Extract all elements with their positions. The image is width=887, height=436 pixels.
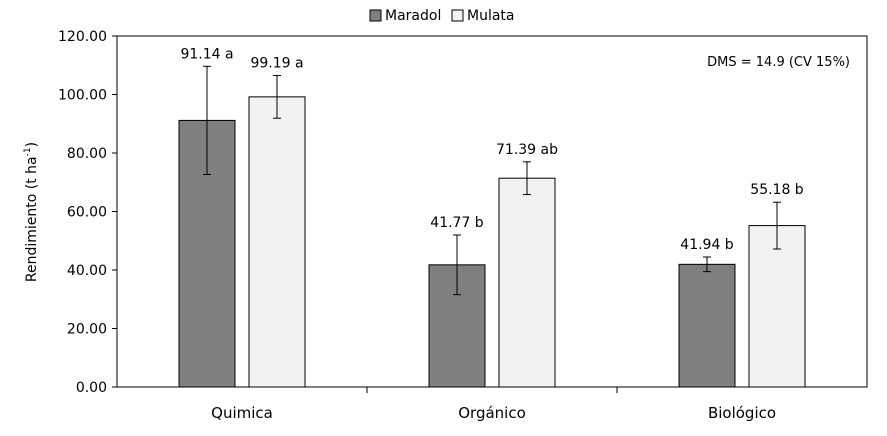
data-label: 99.19 a: [250, 56, 303, 72]
legend-swatch-mulata: [451, 9, 464, 22]
legend-label-maradol: Maradol: [385, 8, 441, 24]
dms-annotation: DMS = 14.9 (CV 15%): [707, 55, 850, 70]
y-tick-label: 80.00: [67, 146, 107, 162]
x-axis: Quimica Orgánico Biológico: [211, 387, 776, 422]
bar: [248, 96, 306, 388]
y-tick-label: 100.00: [58, 88, 107, 104]
data-label: 71.39 ab: [496, 142, 558, 158]
bar: [498, 177, 556, 388]
y-tick-label: 20.00: [67, 322, 107, 338]
legend: Maradol Mulata: [369, 8, 515, 24]
data-label: 91.14 a: [180, 46, 233, 62]
y-tick-label: 40.00: [67, 263, 107, 279]
bars: 91.14 a 99.19 a 41.77 b 71.39 ab 41.94 b 55.1…: [178, 46, 806, 388]
data-label: 41.77 b: [430, 215, 484, 231]
y-tick-label: 60.00: [67, 205, 107, 221]
y-tick-label: 120.00: [58, 29, 107, 45]
bar: [678, 263, 736, 388]
x-category-label: Biológico: [708, 404, 776, 422]
x-category-label: Orgánico: [458, 404, 526, 422]
y-axis-title-main: Rendimiento (t ha: [24, 156, 40, 282]
y-tick-label: 0.00: [76, 380, 107, 396]
legend-label-mulata: Mulata: [467, 8, 515, 24]
y-axis: 0.00 20.00 40.00 60.00 80.00 100.00 120.00: [58, 29, 117, 396]
y-axis-title: Rendimiento (t ha-1): [23, 142, 40, 282]
bar: [748, 225, 806, 388]
data-label: 41.94 b: [680, 237, 734, 253]
data-label: 55.18 b: [750, 182, 804, 198]
y-axis-title-superscript: -1: [23, 147, 33, 156]
y-axis-title-end: ): [24, 142, 40, 147]
x-category-label: Quimica: [211, 404, 273, 422]
legend-swatch-maradol: [369, 9, 382, 22]
